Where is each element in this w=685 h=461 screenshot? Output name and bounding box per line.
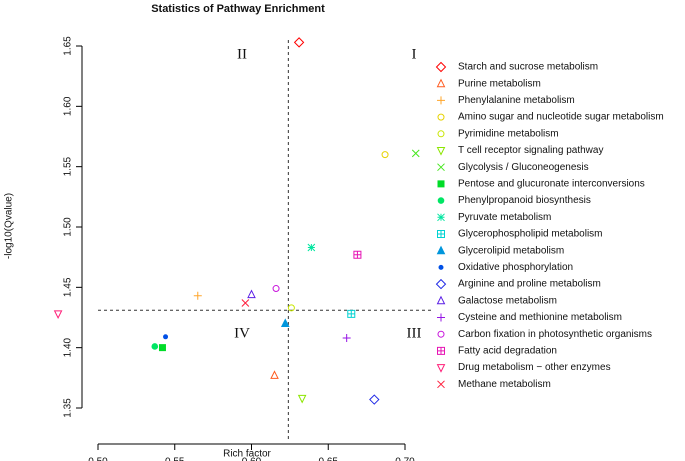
y-tick-label: 1.45: [63, 277, 74, 297]
x-tick-label: 0.70: [395, 457, 415, 461]
data-point: [280, 318, 290, 328]
data-point: [347, 309, 356, 318]
legend-marker: [437, 180, 445, 188]
legend-marker: [436, 364, 446, 373]
y-axis-label: -log10(Qvalue): [4, 193, 15, 259]
legend-label: Carbon fixation in photosynthetic organi…: [458, 329, 652, 340]
legend-marker: [436, 78, 446, 88]
data-point: [270, 370, 279, 379]
legend-label: Glycerophospholipid metabolism: [458, 229, 603, 240]
data-point: [287, 304, 295, 312]
legend-label: Glycolysis / Gluconeogenesis: [458, 162, 589, 173]
y-tick-label: 1.60: [63, 96, 74, 116]
data-point: [353, 250, 362, 259]
legend-marker: [436, 245, 446, 255]
legend-marker: [435, 61, 447, 73]
legend-label: Phenylpropanoid biosynthesis: [458, 195, 591, 206]
legend-marker: [437, 346, 445, 355]
legend-label: Fatty acid degradation: [458, 346, 557, 357]
data-point: [272, 285, 280, 293]
legend-label: Methane metabolism: [458, 379, 551, 390]
data-point: [369, 394, 380, 405]
legend-label: Galactose metabolism: [458, 295, 557, 306]
y-tick-label: 1.35: [63, 398, 74, 418]
legend-marker: [437, 96, 445, 105]
x-axis-label: Rich factor: [223, 449, 271, 460]
data-point: [158, 344, 166, 352]
legend-marker: [438, 264, 444, 270]
x-tick-label: 0.65: [319, 457, 339, 461]
x-tick-label: 0.60: [242, 457, 262, 461]
legend-label: Pyruvate metabolism: [458, 212, 551, 223]
y-tick-label: 1.50: [63, 217, 74, 237]
legend-label: Starch and sucrose metabolism: [458, 62, 598, 73]
data-point: [381, 151, 389, 159]
legend-marker: [435, 278, 447, 290]
legend-label: Oxidative phosphorylation: [458, 262, 573, 273]
legend-label: Glycerolipid metabolism: [458, 245, 564, 256]
data-point: [411, 149, 420, 158]
legend-marker: [437, 130, 445, 138]
quadrant-label: III: [407, 325, 422, 341]
legend-label: Cysteine and methionine metabolism: [458, 312, 622, 323]
legend-marker: [436, 147, 446, 156]
y-tick-label: 1.65: [63, 36, 74, 56]
data-point: [247, 289, 256, 299]
data-point: [151, 343, 159, 350]
legend-label: Purine metabolism: [458, 78, 541, 89]
legend-marker: [437, 330, 445, 338]
data-point: [193, 291, 202, 300]
legend-label: T cell receptor signaling pathway: [458, 145, 603, 156]
legend-marker: [437, 197, 445, 204]
data-point: [163, 334, 169, 340]
x-tick-label: 0.55: [165, 457, 185, 461]
data-point: [241, 299, 250, 307]
data-point: [53, 310, 63, 319]
legend-label: Arginine and proline metabolism: [458, 279, 601, 290]
legend-marker: [437, 213, 445, 222]
legend-label: Pentose and glucuronate interconversions: [458, 179, 645, 190]
legend-marker: [436, 295, 446, 305]
quadrant-label: II: [237, 46, 247, 62]
legend-marker: [437, 313, 445, 322]
legend-marker: [437, 163, 445, 172]
legend-label: Phenylalanine metabolism: [458, 95, 575, 106]
legend-marker: [437, 380, 445, 389]
quadrant-label: I: [412, 46, 417, 62]
x-tick-label: 0.50: [88, 457, 108, 461]
y-tick-label: 1.40: [63, 337, 74, 357]
data-point: [307, 243, 316, 252]
data-point: [297, 394, 307, 404]
chart-title: Statistics of Pathway Enrichment: [151, 3, 325, 15]
y-tick-label: 1.55: [63, 156, 74, 176]
data-point: [293, 37, 305, 48]
legend-marker: [437, 113, 445, 121]
quadrant-label: IV: [234, 325, 250, 341]
data-point: [342, 334, 351, 343]
legend-marker: [437, 230, 445, 238]
legend-label: Drug metabolism − other enzymes: [458, 362, 611, 373]
legend-label: Pyrimidine metabolism: [458, 128, 559, 139]
legend-label: Amino sugar and nucleotide sugar metabol…: [458, 112, 664, 123]
